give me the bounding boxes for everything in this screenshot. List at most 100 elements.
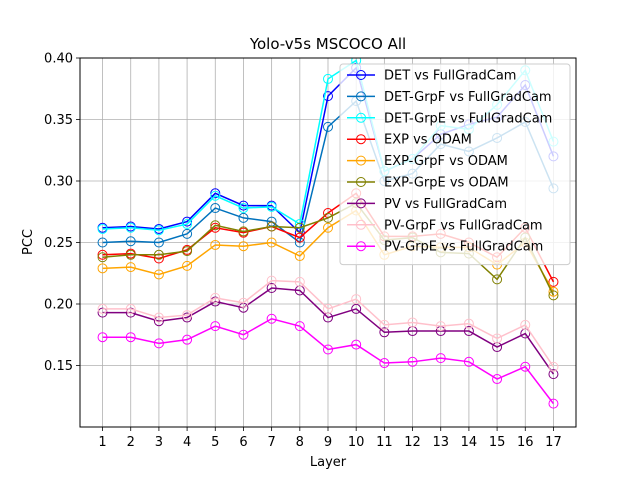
data-point [323, 91, 333, 102]
data-point [125, 307, 136, 318]
data-point [323, 121, 333, 132]
data-point [548, 398, 559, 409]
data-point [463, 318, 474, 329]
data-point [210, 239, 221, 250]
data-point [97, 303, 108, 314]
data-point [238, 241, 249, 252]
data-point [294, 321, 305, 332]
data-point [435, 321, 446, 332]
data-point [294, 232, 305, 243]
x-tick-label: 6 [239, 435, 247, 450]
data-point [379, 327, 390, 338]
legend-box [339, 63, 571, 266]
data-point [182, 334, 193, 345]
data-point [548, 290, 559, 301]
data-point [97, 223, 108, 234]
data-point [238, 329, 249, 340]
data-point [153, 312, 164, 323]
data-point [210, 203, 221, 214]
series-8 [97, 275, 559, 372]
data-point [182, 219, 193, 230]
x-tick-label: 14 [461, 435, 478, 450]
legend-marker [356, 112, 366, 123]
data-point [210, 321, 221, 332]
legend-label: EXP-GrpE vs ODAM [384, 176, 509, 191]
series-line [102, 279, 555, 368]
legend: DET vs FullGradCam DET-GrpF vs FullGradCa… [339, 63, 571, 266]
x-tick-label: 11 [376, 435, 393, 450]
legend-marker [356, 241, 366, 252]
data-point [238, 203, 249, 214]
x-tick-label: 15 [489, 435, 506, 450]
legend-marker [356, 177, 366, 187]
data-point [294, 276, 305, 287]
x-tick-label: 3 [155, 435, 163, 450]
chart-title: Yolo-v5s MSCOCO All [249, 35, 406, 53]
data-point [379, 319, 390, 330]
y-tick-label: 0.20 [44, 298, 73, 313]
data-point [238, 226, 249, 237]
data-point [463, 356, 474, 367]
data-point [520, 361, 531, 372]
data-point [492, 374, 503, 385]
data-point [125, 236, 136, 247]
data-point [182, 310, 193, 321]
legend-marker [356, 70, 366, 80]
legend-label: DET vs FullGradCam [384, 69, 516, 84]
legend-marker [356, 198, 366, 209]
data-point [153, 269, 164, 280]
data-point [153, 237, 164, 248]
data-point [323, 212, 333, 223]
data-point [238, 297, 249, 308]
data-point [323, 73, 333, 84]
series-line [102, 287, 555, 375]
x-tick-label: 10 [348, 435, 365, 450]
legend-marker [356, 91, 366, 102]
data-point [182, 312, 193, 323]
data-point [266, 283, 277, 294]
y-tick-label: 0.40 [44, 52, 73, 67]
x-tick-label: 1 [98, 435, 106, 450]
y-axis-label: PCC [21, 229, 36, 255]
x-tick-label: 16 [517, 435, 534, 450]
data-point [97, 307, 108, 318]
legend-label: DET-GrpF vs FullGradCam [384, 90, 552, 105]
data-point [210, 292, 221, 303]
data-point [379, 358, 390, 369]
data-point [97, 263, 108, 274]
data-point [520, 319, 531, 330]
data-point [238, 212, 249, 223]
data-point [435, 353, 446, 364]
y-tick-label: 0.30 [44, 175, 73, 190]
legend-item: DET-GrpE vs FullGradCam [347, 111, 552, 126]
data-point [97, 237, 108, 248]
axis-ticks: 1 2 3 4 5 6 7 8 9 10 11 12 13 14 15 16 170.150.200.250.3… [44, 52, 562, 451]
data-point [153, 225, 164, 236]
data-point [210, 220, 221, 231]
data-point [97, 252, 108, 263]
x-tick-label: 7 [267, 435, 275, 450]
data-point [210, 296, 221, 307]
legend-marker [356, 134, 366, 145]
data-point [125, 249, 136, 260]
data-point [182, 216, 193, 227]
legend-item: PV-GrpE vs FullGradCam [347, 240, 543, 255]
legend-item: PV vs FullGradCam [347, 197, 507, 212]
x-tick-label: 17 [545, 435, 562, 450]
series-line [102, 317, 555, 405]
data-point [125, 332, 136, 343]
legend-item: DET-GrpF vs FullGradCam [347, 90, 552, 105]
series-9 [97, 313, 559, 409]
data-point [323, 222, 333, 233]
data-point [294, 251, 305, 262]
data-point [210, 222, 221, 233]
data-point [492, 274, 503, 285]
data-point [294, 222, 305, 233]
legend-label: PV-GrpF vs FullGradCam [384, 218, 543, 233]
data-point [97, 249, 108, 260]
data-point [351, 294, 362, 305]
legend-label: EXP-GrpF vs ODAM [384, 154, 508, 169]
data-point [153, 338, 164, 349]
data-point [323, 344, 333, 355]
data-point [548, 276, 559, 287]
